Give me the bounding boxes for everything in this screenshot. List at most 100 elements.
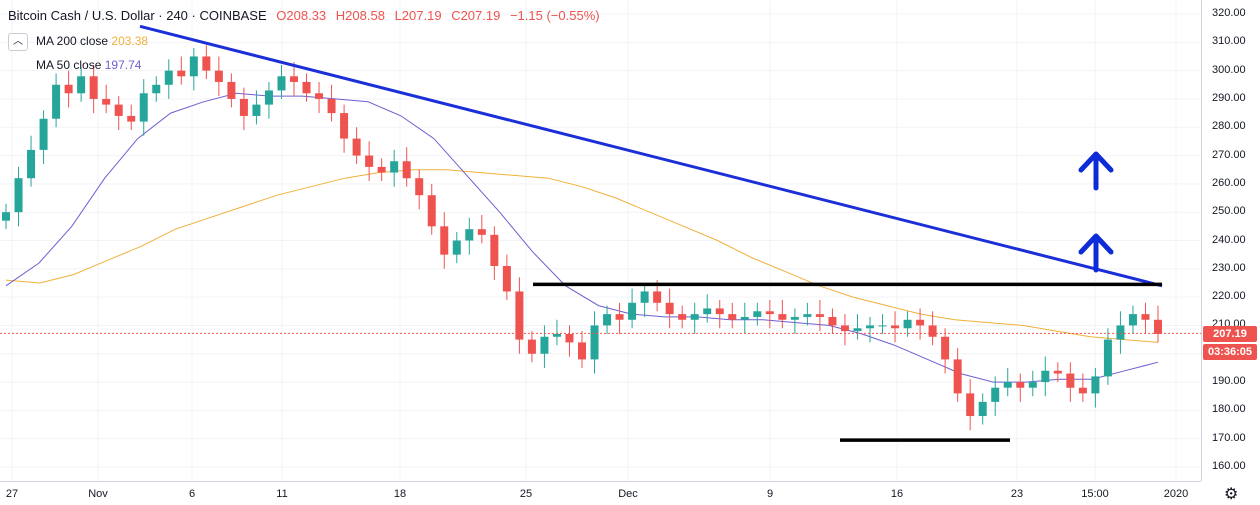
price-tick-label: 170.00 [1212,431,1246,444]
candle-body [1128,314,1137,326]
symbol-title[interactable]: Bitcoin Cash / U.S. Dollar · 240 · COINB… [8,8,267,23]
candle-body [653,291,662,303]
drawing-layer[interactable] [0,24,1201,442]
candle-body [164,70,173,85]
candle-body [978,401,987,417]
arrow-up-icon [1078,151,1114,191]
candle-body [490,234,499,266]
price-tick-label: 160.00 [1212,460,1246,472]
candle-body [302,81,311,94]
price-tick-label: 310.00 [1212,35,1246,48]
candle-body [928,325,937,337]
candle-body [552,333,561,337]
candle-body [127,115,136,122]
candle-body [1016,382,1025,388]
candle-body [628,302,637,320]
ma200-path [5,169,1159,343]
chevron-up-icon[interactable]: ︿ [8,33,28,51]
candle-body [2,212,10,221]
candle-body [615,314,624,320]
candle-body [340,113,349,139]
candle-body [89,76,98,99]
price-tick-label: 300.00 [1212,63,1246,76]
ohlc-high: H208.58 [335,8,385,23]
candle-body [1041,370,1050,383]
time-tick-label: 9 [766,488,774,500]
price-tick-label: 320.00 [1212,7,1246,19]
candle-body [352,138,361,156]
candle-body [252,104,261,116]
candle-body [1091,376,1100,394]
candle-body [139,93,148,122]
candle-body [177,70,186,77]
candle-body [565,333,574,343]
price-tick-label: 250.00 [1212,205,1246,218]
last-price-badge: 207.19 [1203,326,1257,342]
candle-body [678,314,687,320]
time-tick-label: 23 [1010,488,1024,500]
candle-body [440,226,449,255]
candle-body [1116,325,1125,340]
time-tick-label: Nov [88,488,108,500]
bar-countdown-badge: 03:36:05 [1203,344,1257,360]
candle-body [1028,382,1037,388]
ohlc-close: C207.19 [451,8,501,23]
ma200-legend[interactable]: MA 200 close 203.38 [36,34,148,48]
candle-body [953,359,962,394]
symbol-header: Bitcoin Cash / U.S. Dollar · 240 · COINB… [8,8,606,23]
candle-body [840,325,849,332]
ohlc-change: −1.15 (−0.55%) [509,8,600,23]
price-tick-label: 270.00 [1212,148,1246,161]
candle-body [590,325,599,360]
ma200-label: MA 200 close [36,34,109,48]
candle-body [189,56,198,77]
candle-body [690,314,699,320]
price-tick-label: 290.00 [1212,91,1246,104]
candle-body [715,308,724,315]
candle-body [828,316,837,326]
price-chart-canvas[interactable] [0,0,1201,481]
ma200-line [5,169,1159,343]
price-tick-label: 230.00 [1212,261,1246,274]
candle-body [740,316,749,320]
time-tick-label: 18 [393,488,407,500]
candle-body [515,291,524,340]
candle-body [903,319,912,329]
candle-body [415,178,424,196]
ma50-legend[interactable]: MA 50 close 197.74 [36,58,141,72]
candle-body [815,314,824,317]
candle-body [427,195,436,227]
time-axis[interactable]: 27 Nov 6 11 18 25 Dec 9 16 23 15:00 2020 [0,481,1201,505]
ohlc-open: O208.33 [276,8,327,23]
candle-body [377,166,386,173]
gear-icon[interactable]: ⚙ [1224,486,1239,503]
price-tick-label: 220.00 [1212,290,1246,303]
price-axis[interactable]: 320.00 310.00 300.00 290.00 280.00 270.00 260.… [1201,0,1260,481]
candle-body [264,90,273,105]
price-tick-label: 260.00 [1212,176,1246,189]
ma50-path [5,92,1159,383]
candle-body [27,149,36,179]
candle-body [477,229,486,235]
candle-body [728,314,737,320]
descending-trendline [139,24,1163,288]
candle-body [114,104,123,116]
ma200-value: 203.38 [111,34,149,48]
candle-body [202,56,211,71]
time-tick-label: 6 [188,488,196,500]
time-tick-label: 15:00 [1081,488,1109,500]
candle-body [878,325,887,327]
price-tick-label: 190.00 [1212,375,1246,388]
candle-body [102,98,111,105]
price-tick-label: 180.00 [1212,403,1246,416]
candle-body [527,339,536,354]
price-tick-label: 240.00 [1212,233,1246,246]
candle-body [402,161,411,179]
candle-body [1103,339,1112,377]
candle-body [227,81,236,99]
candle-body [14,178,23,213]
candle-body [853,328,862,332]
candle-body [765,311,774,315]
candlestick-series[interactable] [2,45,1162,431]
candle-body [77,76,86,94]
